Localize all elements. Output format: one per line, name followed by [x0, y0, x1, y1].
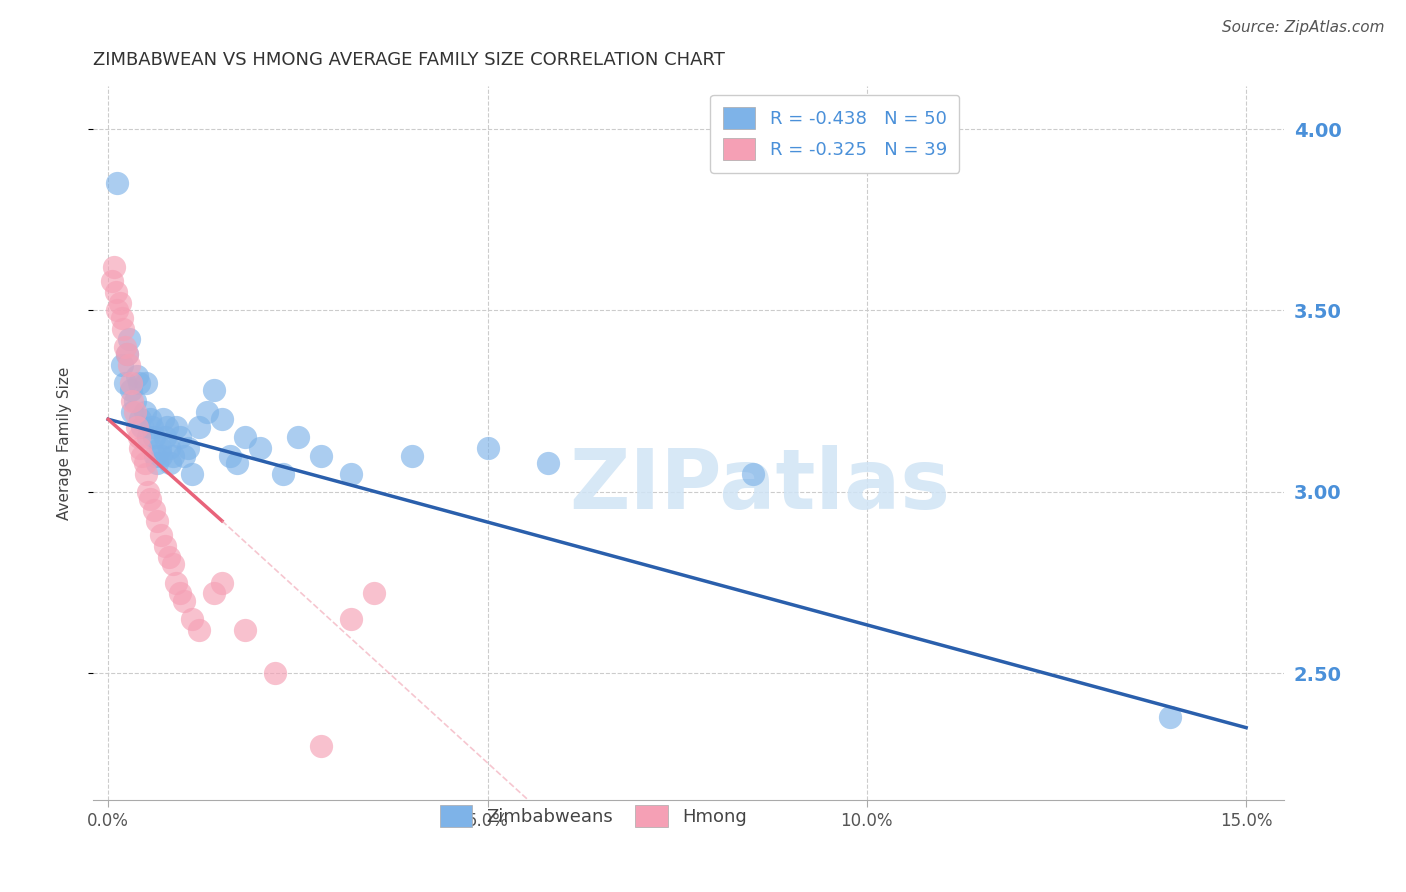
Point: [152, 412, 174, 426]
Point: [150, 449, 173, 463]
Point: [129, 412, 152, 426]
Point: [180, 612, 202, 626]
Point: [173, 593, 195, 607]
Point: [309, 739, 332, 753]
Point: [118, 333, 141, 347]
Point: [121, 394, 143, 409]
Point: [111, 358, 134, 372]
Point: [742, 467, 765, 481]
Point: [124, 405, 146, 419]
Point: [105, 177, 128, 191]
Point: [128, 430, 150, 444]
Point: [104, 285, 127, 300]
Point: [128, 376, 150, 390]
Point: [142, 503, 165, 517]
Point: [134, 456, 156, 470]
Point: [157, 550, 180, 565]
Point: [401, 449, 423, 463]
Point: [136, 484, 159, 499]
Point: [124, 394, 146, 409]
Point: [120, 376, 142, 390]
Point: [169, 586, 191, 600]
Point: [211, 412, 233, 426]
Point: [111, 310, 134, 325]
Point: [309, 449, 332, 463]
Point: [143, 449, 166, 463]
Point: [108, 296, 131, 310]
Point: [340, 467, 363, 481]
Point: [131, 449, 153, 463]
Point: [177, 442, 200, 456]
Point: [249, 442, 271, 456]
Point: [115, 347, 138, 361]
Point: [173, 449, 195, 463]
Point: [166, 575, 188, 590]
Point: [105, 303, 128, 318]
Point: [150, 528, 173, 542]
Point: [363, 586, 385, 600]
Point: [233, 623, 256, 637]
Point: [131, 419, 153, 434]
Point: [202, 384, 225, 398]
Text: Source: ZipAtlas.com: Source: ZipAtlas.com: [1222, 20, 1385, 35]
Point: [195, 405, 218, 419]
Text: ZIMBABWEAN VS HMONG AVERAGE FAMILY SIZE CORRELATION CHART: ZIMBABWEAN VS HMONG AVERAGE FAMILY SIZE …: [93, 51, 725, 69]
Point: [142, 430, 165, 444]
Point: [141, 419, 163, 434]
Point: [162, 558, 184, 572]
Point: [121, 405, 143, 419]
Point: [149, 442, 172, 456]
Point: [537, 456, 560, 470]
Point: [340, 612, 363, 626]
Point: [136, 430, 159, 444]
Point: [135, 376, 157, 390]
Point: [153, 539, 176, 553]
Legend: Zimbabweans, Hmong: Zimbabweans, Hmong: [433, 797, 754, 834]
Point: [477, 442, 499, 456]
Point: [103, 260, 125, 274]
Point: [114, 376, 136, 390]
Point: [129, 442, 152, 456]
Point: [226, 456, 249, 470]
Point: [157, 442, 180, 456]
Point: [146, 456, 169, 470]
Point: [139, 492, 162, 507]
Point: [202, 586, 225, 600]
Point: [101, 274, 124, 288]
Point: [162, 449, 184, 463]
Point: [135, 467, 157, 481]
Point: [159, 456, 181, 470]
Point: [180, 467, 202, 481]
Point: [112, 321, 135, 335]
Point: [211, 575, 233, 590]
Point: [125, 368, 148, 383]
Point: [271, 467, 294, 481]
Point: [264, 666, 287, 681]
Y-axis label: Average Family Size: Average Family Size: [58, 367, 72, 519]
Point: [1159, 710, 1181, 724]
Point: [166, 419, 188, 434]
Point: [139, 412, 162, 426]
Point: [118, 358, 141, 372]
Point: [146, 514, 169, 528]
Text: ZIPatlas: ZIPatlas: [569, 445, 950, 526]
Point: [169, 430, 191, 444]
Point: [134, 405, 156, 419]
Point: [125, 419, 148, 434]
Point: [188, 419, 211, 434]
Point: [188, 623, 211, 637]
Point: [233, 430, 256, 444]
Point: [153, 430, 176, 444]
Point: [120, 384, 142, 398]
Point: [156, 419, 179, 434]
Point: [115, 347, 138, 361]
Point: [218, 449, 240, 463]
Point: [287, 430, 309, 444]
Point: [114, 340, 136, 354]
